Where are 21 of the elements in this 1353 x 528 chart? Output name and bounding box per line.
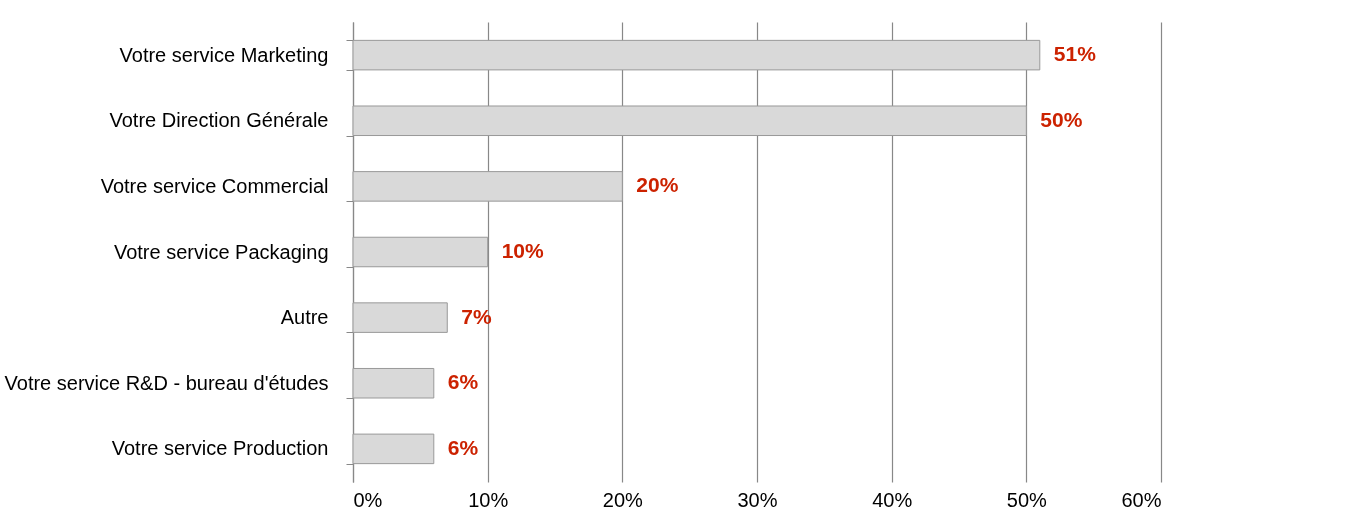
- y-tick-label: Votre Direction Générale: [109, 109, 329, 132]
- y-tick-label: Votre service R&D - bureau d'études: [4, 371, 329, 394]
- x-tick-label: 50%: [1006, 488, 1048, 511]
- x-tick-label: 30%: [737, 488, 778, 511]
- x-tick-label: 60%: [1121, 488, 1162, 511]
- data-label: 50%: [1040, 107, 1083, 131]
- x-tick-label: 40%: [872, 488, 913, 511]
- y-tick-label: Autre: [280, 306, 329, 329]
- y-tick-label: Votre service Packaging: [113, 240, 329, 263]
- y-tick-label: Votre service Commercial: [100, 174, 329, 197]
- data-label: 6%: [447, 435, 479, 459]
- y-tick-label: Votre service Marketing: [119, 43, 329, 66]
- x-tick-label: 10%: [468, 488, 509, 511]
- data-label: 20%: [636, 173, 679, 197]
- data-label: 10%: [501, 239, 545, 262]
- data-label: 7%: [461, 304, 492, 328]
- data-label: 51%: [1053, 42, 1097, 66]
- x-tick-label: 20%: [602, 488, 644, 511]
- y-tick-label: Votre service Production: [111, 437, 329, 460]
- x-tick-label: 0%: [353, 488, 383, 511]
- data-label: 6%: [447, 370, 479, 394]
